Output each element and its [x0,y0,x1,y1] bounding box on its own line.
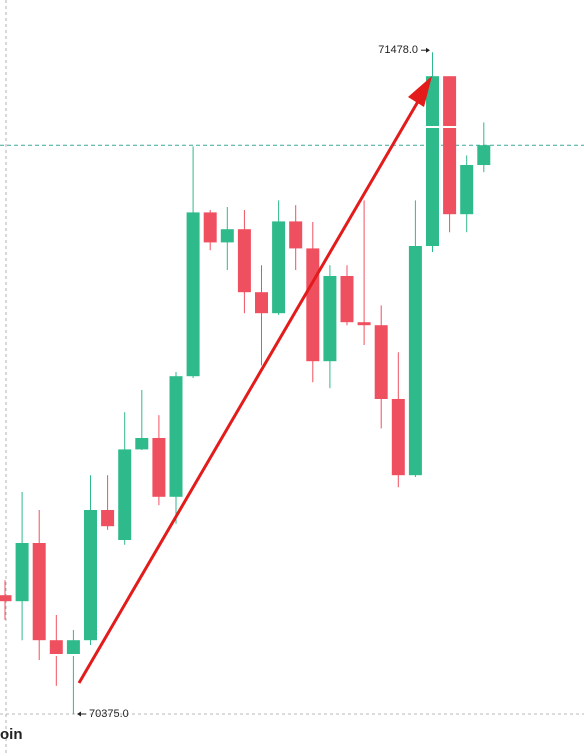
candle-body [340,276,354,323]
candle-body [323,276,337,362]
candle-body [203,212,217,243]
trend-arrow [77,97,422,684]
candle-body [255,292,268,314]
high-label: 71478.0 [378,44,418,56]
candle-body [15,543,29,602]
candle-body [477,145,491,165]
low-label-arrow-head [77,711,81,717]
footer-text: oin [0,726,23,743]
candle-body [374,325,388,399]
high-label-arrow-head [426,47,430,53]
candle-body [169,376,183,497]
candle-body [460,165,474,215]
low-label: 70375.0 [89,708,129,720]
candle-body [220,229,234,243]
candle-body [306,248,320,362]
candles [0,52,584,715]
candle-body [32,543,46,641]
candle-body [426,76,439,246]
candle-body [101,510,115,527]
candle-body [289,221,303,249]
candle-body [272,221,286,314]
candle-body [0,595,12,602]
candle-body [84,510,97,641]
candle-body [357,322,371,326]
candle-body [118,449,132,540]
candle-body [152,438,166,497]
candle-body [408,246,422,476]
candle-body [49,640,63,656]
candle-body [237,229,251,293]
trend-arrow-head [408,76,432,107]
candle-body [443,76,457,215]
candle-body [391,399,405,476]
candle-body [186,212,200,377]
candle-body [66,640,80,656]
candle-body [135,438,149,450]
